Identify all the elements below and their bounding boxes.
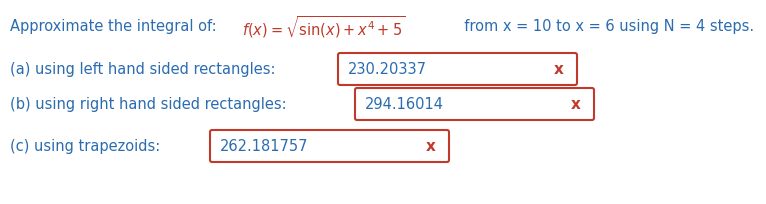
Text: (b) using right hand sided rectangles:: (b) using right hand sided rectangles: xyxy=(10,97,291,112)
Text: 294.16014: 294.16014 xyxy=(365,97,444,112)
Text: $f(x) = \sqrt{\sin(x) + x^4 + 5}$: $f(x) = \sqrt{\sin(x) + x^4 + 5}$ xyxy=(242,14,405,40)
Text: Approximate the integral of:: Approximate the integral of: xyxy=(10,19,226,34)
Text: x: x xyxy=(426,139,436,154)
FancyBboxPatch shape xyxy=(355,89,594,120)
Text: x: x xyxy=(554,62,564,77)
Text: x: x xyxy=(571,97,581,112)
Text: 262.181757: 262.181757 xyxy=(220,139,309,154)
Text: (c) using trapezoids:: (c) using trapezoids: xyxy=(10,139,165,154)
Text: from x = 10 to x = 6 using N = 4 steps.: from x = 10 to x = 6 using N = 4 steps. xyxy=(455,19,754,34)
FancyBboxPatch shape xyxy=(338,54,577,86)
FancyBboxPatch shape xyxy=(210,130,449,162)
Text: 230.20337: 230.20337 xyxy=(348,62,427,77)
Text: (a) using left hand sided rectangles:: (a) using left hand sided rectangles: xyxy=(10,62,280,77)
